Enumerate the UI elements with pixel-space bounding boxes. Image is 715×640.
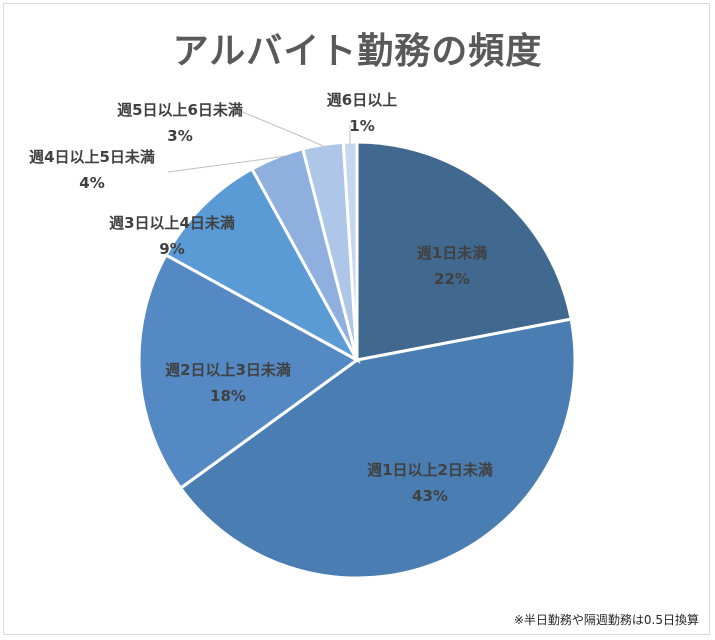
slice-percent-4: 9% [159,240,184,258]
leader-line-5 [167,155,286,173]
slice-percent-1: 22% [434,270,470,288]
slice-label-3: 週2日以上3日未満 [165,361,291,379]
pie-slice-2 [178,317,577,580]
slice-label-4: 週3日以上4日未満 [109,214,235,232]
slice-label-5: 週4日以上5日未満 [29,148,155,166]
slice-label-7: 週6日以上 [327,91,397,109]
footnote: ※半日勤務や隔週勤務は0.5日換算 [513,613,699,627]
slice-percent-5: 4% [79,174,104,192]
slice-label-1: 週1日未満 [417,244,487,262]
slice-percent-3: 18% [210,387,246,405]
slice-percent-2: 43% [412,487,448,505]
leader-line-6 [237,109,324,147]
pie-slice-4 [163,166,361,364]
chart-title: アルバイト勤務の頻度 [172,31,543,72]
slice-percent-7: 1% [349,117,374,135]
slice-label-2: 週1日以上2日未満 [367,461,493,479]
pie-slice-1 [355,140,573,362]
slice-percent-6: 3% [167,127,192,145]
slice-label-6: 週5日以上6日未満 [117,101,243,119]
pie-slice-3 [137,252,360,491]
